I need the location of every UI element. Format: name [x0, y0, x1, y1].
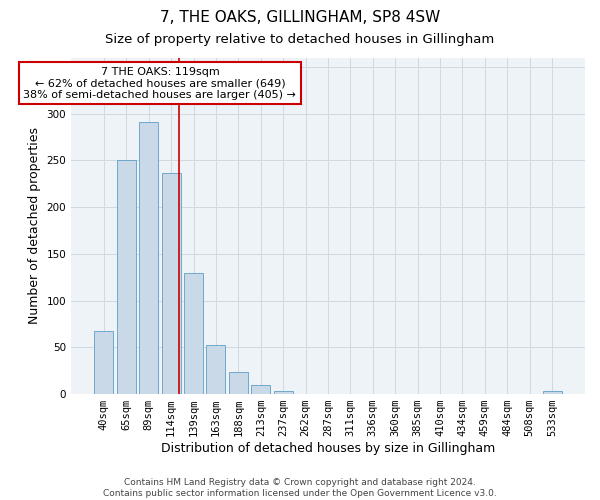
Text: Size of property relative to detached houses in Gillingham: Size of property relative to detached ho… — [106, 32, 494, 46]
Text: Contains HM Land Registry data © Crown copyright and database right 2024.
Contai: Contains HM Land Registry data © Crown c… — [103, 478, 497, 498]
Y-axis label: Number of detached properties: Number of detached properties — [28, 128, 41, 324]
Bar — [229, 372, 248, 394]
Bar — [94, 330, 113, 394]
Bar — [139, 122, 158, 394]
Bar — [206, 346, 226, 394]
Text: 7, THE OAKS, GILLINGHAM, SP8 4SW: 7, THE OAKS, GILLINGHAM, SP8 4SW — [160, 10, 440, 25]
Bar — [274, 392, 293, 394]
Bar — [251, 384, 270, 394]
Bar — [542, 392, 562, 394]
Text: 7 THE OAKS: 119sqm
← 62% of detached houses are smaller (649)
38% of semi-detach: 7 THE OAKS: 119sqm ← 62% of detached hou… — [23, 67, 296, 100]
Bar — [161, 174, 181, 394]
Bar — [184, 274, 203, 394]
Bar — [117, 160, 136, 394]
X-axis label: Distribution of detached houses by size in Gillingham: Distribution of detached houses by size … — [161, 442, 495, 455]
